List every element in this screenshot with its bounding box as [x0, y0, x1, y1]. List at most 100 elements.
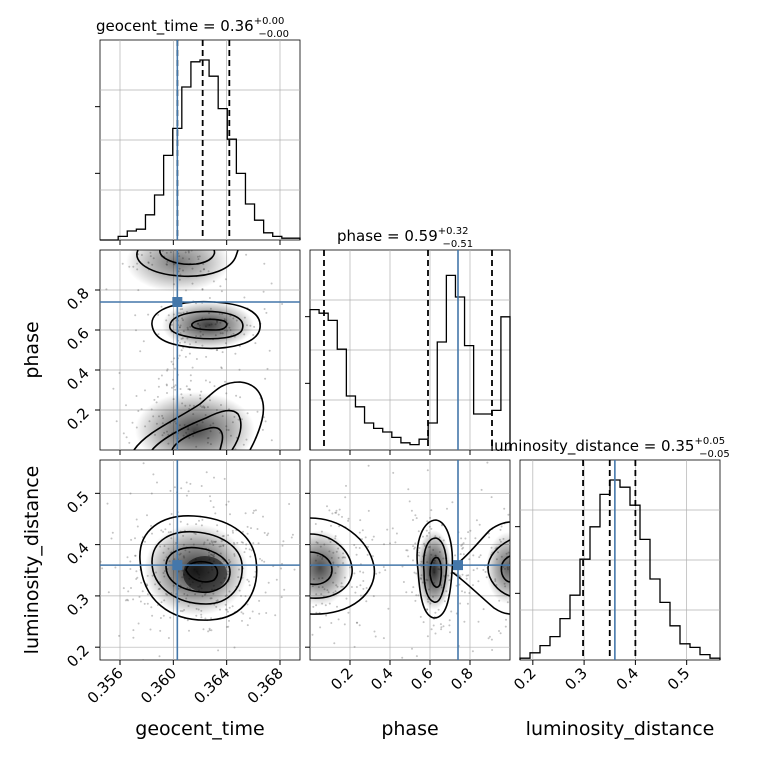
sample-point	[140, 581, 143, 584]
histogram-luminosity-distance	[519, 479, 721, 660]
sample-point	[504, 625, 507, 628]
sample-point	[362, 571, 365, 574]
sample-point	[283, 585, 285, 587]
sample-point	[394, 541, 397, 544]
sample-point	[291, 533, 294, 536]
sample-point	[182, 457, 184, 459]
sample-point	[511, 532, 513, 534]
sample-point	[264, 420, 267, 423]
sample-point	[426, 520, 429, 523]
sample-point	[201, 243, 203, 245]
contour-line	[500, 555, 510, 583]
sample-point	[186, 452, 188, 454]
sample-point	[225, 626, 228, 628]
sample-point	[301, 542, 303, 544]
contour-line	[422, 537, 448, 603]
x-tick-label: 0.5	[664, 664, 694, 694]
sample-point	[261, 428, 264, 431]
sample-point	[208, 629, 211, 632]
sample-point	[201, 518, 204, 521]
sample-point	[134, 314, 137, 317]
sample-point	[142, 462, 145, 465]
sample-point	[180, 487, 183, 490]
sample-point	[328, 509, 331, 512]
sample-point	[325, 614, 328, 617]
sample-point	[446, 507, 448, 510]
sample-point	[417, 530, 420, 533]
sample-point	[208, 297, 211, 299]
sample-point	[273, 577, 275, 579]
sample-point	[430, 527, 433, 530]
x-tick-label: 0.4	[367, 664, 397, 694]
sample-point	[354, 591, 357, 594]
sample-point	[301, 569, 303, 571]
sample-point	[292, 468, 294, 470]
truth-marker	[172, 560, 183, 571]
sample-point	[122, 475, 124, 477]
sample-point	[459, 553, 462, 556]
sample-point	[244, 512, 247, 515]
sample-point	[407, 555, 410, 558]
sample-point	[270, 439, 273, 442]
sample-point	[207, 247, 209, 249]
sample-point	[401, 656, 404, 659]
sample-point	[205, 355, 208, 358]
sample-point	[160, 374, 163, 377]
sample-point	[166, 241, 168, 243]
sample-point	[246, 525, 249, 528]
sample-point	[391, 527, 394, 530]
sample-point	[151, 532, 153, 535]
sample-point	[146, 235, 148, 237]
sample-point	[204, 617, 207, 620]
sample-point	[170, 513, 173, 515]
sample-point	[238, 368, 241, 371]
sample-point	[135, 395, 138, 397]
sample-point	[214, 512, 217, 515]
sample-point	[401, 565, 404, 568]
sample-point	[336, 605, 338, 608]
sample-point	[487, 532, 490, 535]
sample-point	[490, 496, 493, 499]
sample-point	[107, 591, 110, 594]
sample-point	[466, 602, 469, 605]
sample-point	[105, 237, 107, 239]
sample-point	[365, 587, 368, 589]
sample-point	[128, 441, 131, 444]
sample-point	[472, 569, 475, 572]
sample-point	[337, 513, 340, 516]
contour-line	[310, 533, 353, 599]
sample-point	[152, 473, 155, 476]
sample-point	[269, 536, 271, 538]
sample-point	[522, 516, 524, 518]
sample-point	[136, 525, 139, 528]
sample-point	[524, 577, 526, 579]
sample-point	[114, 566, 117, 569]
x-tick-label: 0.2	[510, 664, 540, 694]
sample-point	[187, 490, 190, 493]
sample-point	[306, 565, 308, 567]
sample-point	[290, 566, 292, 568]
title-phase: phase = 0.59+0.32 −0.51	[337, 226, 473, 250]
sample-point	[110, 537, 113, 540]
sample-point	[135, 329, 137, 332]
sample-point	[301, 543, 303, 545]
sample-point	[164, 528, 167, 531]
sample-point	[373, 630, 376, 633]
sample-point	[465, 574, 468, 577]
sample-point	[367, 464, 370, 467]
sample-point	[331, 512, 334, 515]
sample-point	[200, 485, 203, 487]
sample-point	[475, 519, 478, 522]
contour-line	[429, 556, 443, 588]
sample-point	[210, 629, 213, 632]
sample-point	[442, 625, 445, 628]
sample-point	[528, 576, 530, 578]
sample-point	[343, 623, 346, 626]
sample-point	[254, 509, 257, 512]
sample-point	[216, 349, 219, 351]
sample-point	[100, 307, 101, 310]
sample-point	[530, 573, 532, 575]
sample-point	[134, 554, 137, 557]
sample-point	[188, 629, 190, 632]
sample-point	[220, 367, 223, 370]
